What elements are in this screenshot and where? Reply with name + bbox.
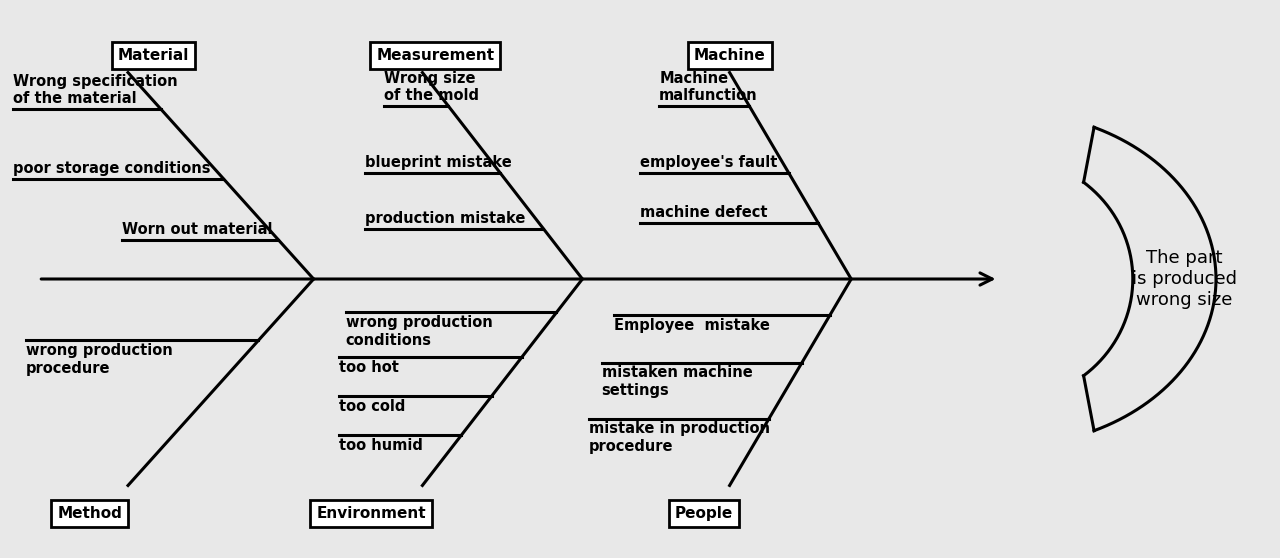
Text: Machine: Machine [694,49,765,63]
Text: wrong production
conditions: wrong production conditions [346,315,493,348]
Text: Measurement: Measurement [376,49,494,63]
Text: Material: Material [118,49,189,63]
Text: too hot: too hot [339,360,399,375]
Text: The part
is produced
wrong size: The part is produced wrong size [1132,249,1236,309]
Text: employee's fault: employee's fault [640,155,777,170]
Text: production mistake: production mistake [365,211,525,226]
Text: too humid: too humid [339,438,424,453]
Text: wrong production
procedure: wrong production procedure [26,343,173,376]
Text: People: People [675,506,733,521]
Text: Employee  mistake: Employee mistake [614,318,771,333]
Text: machine defect: machine defect [640,205,768,220]
Text: Worn out material: Worn out material [122,222,273,237]
Text: Wrong size
of the mold: Wrong size of the mold [384,71,479,103]
Text: too cold: too cold [339,399,406,414]
Text: blueprint mistake: blueprint mistake [365,155,512,170]
Text: poor storage conditions: poor storage conditions [13,161,210,176]
Text: Method: Method [58,506,122,521]
Text: Wrong specification
of the material: Wrong specification of the material [13,74,178,106]
Text: mistake in production
procedure: mistake in production procedure [589,421,769,454]
Text: mistaken machine
settings: mistaken machine settings [602,365,753,398]
Text: Environment: Environment [316,506,426,521]
Text: Machine
malfunction: Machine malfunction [659,71,758,103]
